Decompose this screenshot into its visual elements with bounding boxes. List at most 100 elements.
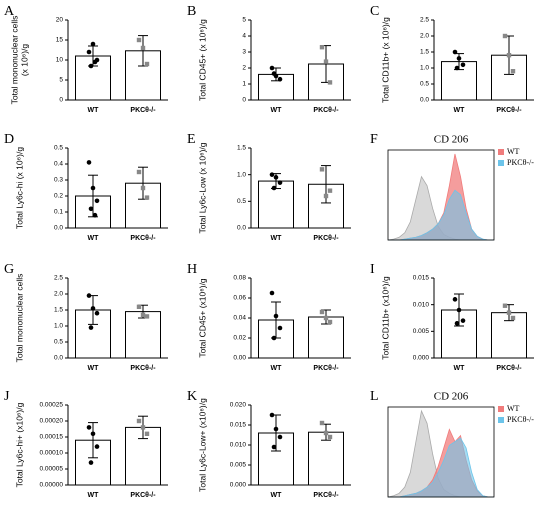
y-tick-label: 0.000 [413,355,430,362]
data-point [273,175,279,180]
data-point [327,434,333,440]
data-point [277,76,283,82]
data-point [506,310,512,315]
x-tick-label: PKCθ-/- [313,365,339,372]
y-tick-label: 0.00015 [40,434,64,441]
data-point [92,212,98,218]
data-point [88,460,94,465]
data-point [271,185,277,191]
y-tick-label: 2.5 [420,17,429,24]
x-tick-label: PKCθ-/- [313,107,339,114]
data-point [327,319,333,325]
y-tick-label: 0.00005 [40,466,64,473]
y-axis-label: Total mononuclear cells [9,16,19,105]
legend-label: PKCθ-/- [507,415,534,424]
data-point [144,195,150,200]
panel-letter: B [187,4,196,19]
y-tick-label: 2 [242,65,246,72]
data-point [510,315,516,321]
y-axis-label: Total CD45+ (x 10⁶)/g [197,19,207,101]
x-tick-label: PKCθ-/- [313,492,339,499]
y-tick-label: 0.2 [54,193,63,200]
x-tick-label: PKCθ-/- [496,365,522,372]
data-point [86,160,92,165]
data-point [90,185,96,191]
data-point [269,412,275,418]
data-point [94,444,100,449]
x-tick-label: PKCθ-/- [130,235,156,242]
data-point [323,59,329,64]
data-point [271,71,277,76]
y-tick-label: 1.5 [420,49,429,56]
y-tick-label: 2.0 [420,33,429,40]
y-tick-label: 0.5 [420,81,429,88]
y-tick-label: 1.0 [237,171,246,178]
y-tick-label: 0.00000 [40,482,64,489]
data-point [327,188,333,193]
data-point [452,49,458,55]
y-tick-label: 2.0 [54,291,63,298]
y-tick-label: 5 [242,17,246,24]
y-axis-label: Total Ly6c-Low (x 10⁶)/g [197,142,207,233]
y-tick-label: 0.00 [233,355,246,362]
x-tick-label: PKCθ-/- [130,107,156,114]
data-point [269,290,275,296]
y-tick-label: 0.015 [413,275,430,282]
data-point [319,309,325,315]
data-point [323,315,329,321]
panel-letter: H [187,262,197,277]
y-tick-label: 0.0 [54,355,63,362]
data-point [273,426,279,432]
data-point [323,193,329,199]
y-tick-label: 15 [56,37,64,44]
data-point [277,180,283,185]
y-axis-label: Total mononuclear cells [14,274,24,363]
x-tick-label: PKCθ-/- [130,365,156,372]
y-axis-label: Total CD11b+ (x10⁶)/g [380,276,390,360]
y-axis-label: (x 10⁶)/g [19,44,29,77]
y-tick-label: 0.04 [233,315,246,322]
data-point [269,172,275,177]
panel-letter: A [4,4,15,19]
legend-label: WT [507,147,520,156]
data-point [460,62,466,68]
data-point [88,63,94,69]
y-tick-label: 0.015 [230,422,247,429]
legend-swatch [498,417,504,423]
data-point [86,49,92,55]
y-axis-label: Total Ly6c-Low+ (x10⁶)/g [197,398,207,492]
data-point [273,313,279,319]
panel-letter: K [187,389,197,404]
data-point [452,297,458,302]
x-tick-label: WT [454,107,466,114]
data-point [144,61,150,67]
data-point [86,425,92,430]
data-point [136,418,142,424]
histogram-curve [388,189,494,241]
x-tick-label: WT [454,365,466,372]
data-point [327,80,333,85]
x-tick-label: WT [271,365,283,372]
x-tick-label: WT [88,365,100,372]
y-tick-label: 4 [242,33,246,40]
data-point [460,318,466,323]
bar [125,311,161,359]
data-point [86,293,92,298]
legend-label: WT [507,404,520,413]
y-tick-label: 0.0 [420,97,429,104]
legend-swatch [498,406,504,412]
y-axis-label: Total CD11b+ (x 10⁶)/g [380,17,390,103]
x-tick-label: WT [271,107,283,114]
y-tick-label: 0.06 [233,295,246,302]
bar [308,183,344,229]
data-point [506,53,512,58]
data-point [90,41,96,47]
x-tick-label: PKCθ-/- [130,492,156,499]
panel-letter: F [370,132,378,147]
data-point [94,310,100,316]
y-tick-label: 10 [56,57,64,64]
x-tick-label: WT [88,492,100,499]
data-point [502,33,508,39]
y-tick-label: 5 [59,77,63,84]
